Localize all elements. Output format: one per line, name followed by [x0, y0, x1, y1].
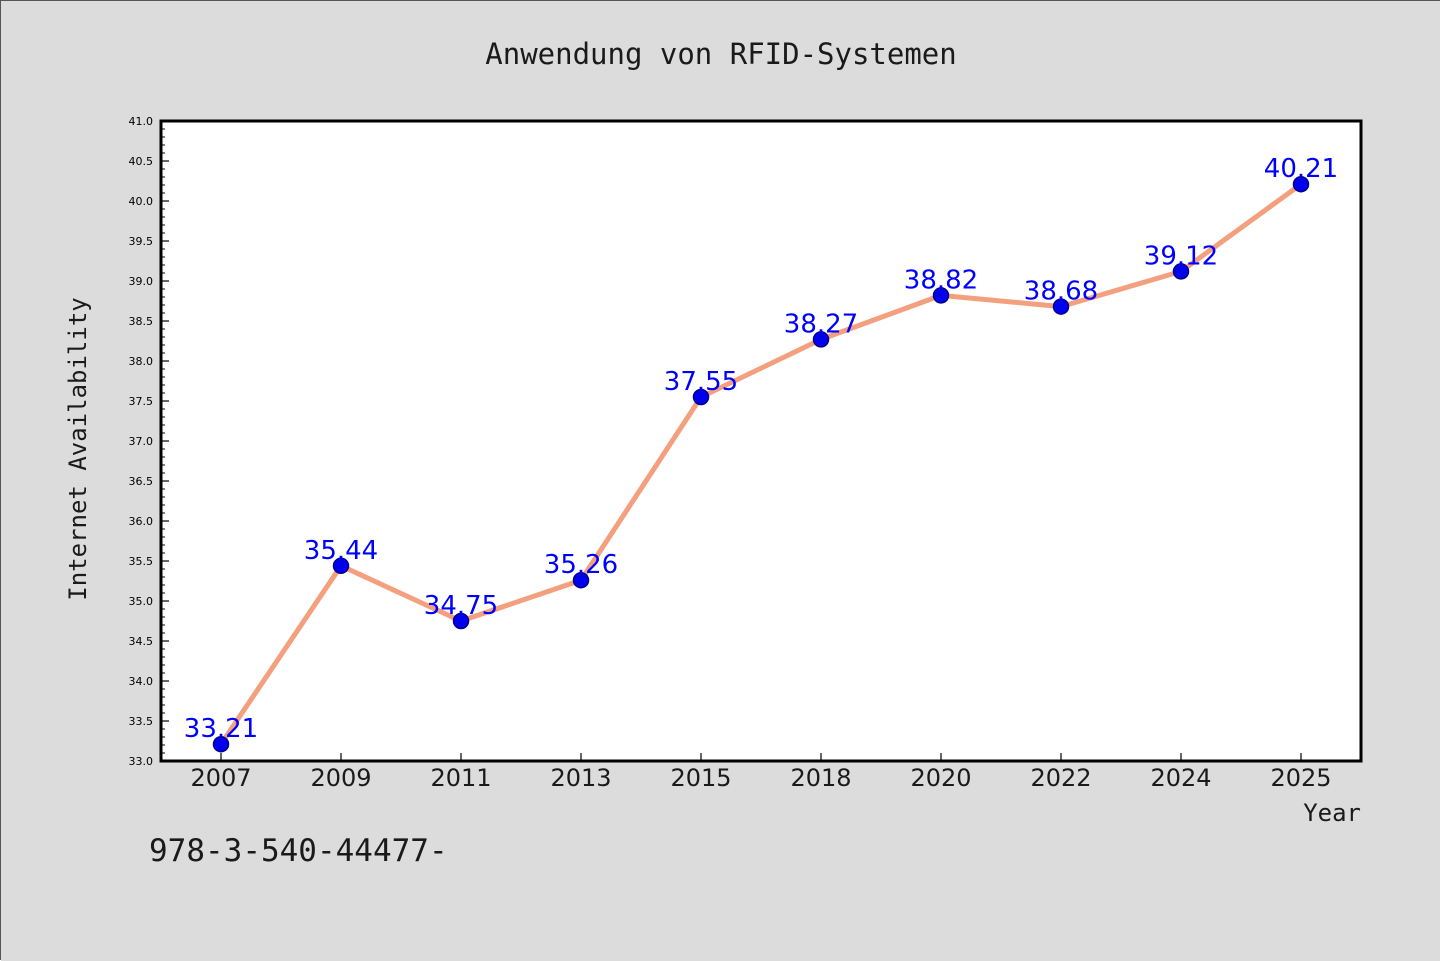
data-point-marker	[452, 612, 470, 630]
data-point-marker	[1172, 263, 1190, 280]
y-tick-label: 39.5	[129, 235, 154, 248]
y-tick-label: 34.5	[129, 635, 154, 648]
x-tick-label: 2007	[190, 764, 251, 792]
x-tick-label: 2025	[1270, 764, 1331, 792]
x-axis-label: Year	[1303, 799, 1361, 827]
data-point-marker	[212, 735, 230, 753]
data-label: 35.44	[304, 536, 378, 566]
x-tick-label: 2024	[1150, 764, 1211, 792]
y-tick-label: 36.0	[129, 515, 154, 528]
data-label: 34.75	[424, 591, 498, 621]
y-tick-label: 38.5	[129, 315, 154, 328]
data-point-marker	[932, 287, 950, 304]
plot-frame	[159, 119, 1363, 763]
y-tick-label: 35.5	[129, 555, 154, 568]
y-tick-label: 37.5	[129, 395, 154, 408]
series-line	[218, 181, 1304, 747]
data-point-marker	[692, 388, 710, 406]
x-axis-ticks: 2007 2009 2011 2013 2015 2018 2020 2022 2024 2025	[190, 753, 1332, 792]
data-point-marker	[332, 557, 350, 575]
x-tick-label: 2009	[310, 764, 371, 792]
y-tick-label: 33.5	[129, 715, 154, 728]
y-tick-label: 40.0	[129, 195, 154, 208]
y-tick-label: 38.0	[129, 355, 154, 368]
data-point-marker	[1052, 298, 1070, 315]
y-tick-label: 39.0	[129, 275, 154, 288]
data-point-marker	[812, 331, 830, 348]
y-tick-label: 37.0	[129, 435, 154, 448]
data-label: 37.55	[664, 367, 738, 397]
x-tick-label: 2020	[910, 764, 971, 792]
y-axis-label: Internet Availability	[64, 297, 92, 600]
data-point-marker	[572, 571, 590, 589]
x-tick-label: 2011	[430, 764, 491, 792]
data-label: 40.21	[1264, 154, 1338, 184]
y-tick-label: 34.0	[129, 675, 154, 688]
plot-area	[161, 121, 1361, 761]
data-point-marker	[1292, 175, 1310, 193]
y-tick-label: 36.5	[129, 475, 154, 488]
y-axis-ticks: 33.0 33.5 34.0 34.5 35.0 35.5 36.0 36.5 37.0 37.5…	[129, 115, 169, 768]
y-tick-label: 41.0	[129, 115, 154, 128]
x-tick-label: 2015	[670, 764, 731, 792]
x-tick-label: 2022	[1030, 764, 1091, 792]
footer-code: 978-3-540-44477-	[149, 833, 448, 869]
x-tick-label: 2013	[550, 764, 611, 792]
data-label: 38.82	[904, 265, 978, 295]
y-tick-label: 40.5	[129, 155, 154, 168]
y-tick-label: 35.0	[129, 595, 154, 608]
data-label: 38.68	[1024, 277, 1098, 307]
data-label: 35.26	[544, 550, 618, 580]
series-markers	[212, 175, 1310, 753]
chart-title: Anwendung von RFID-Systemen	[485, 37, 956, 71]
x-tick-label: 2018	[790, 764, 851, 792]
data-label: 39.12	[1144, 241, 1218, 271]
data-label: 33.21	[184, 714, 258, 744]
data-labels: 33.21 35.44 34.75 35.26 37.55 38.27 38.82 38.68…	[184, 154, 1338, 744]
data-label: 38.27	[784, 309, 858, 339]
y-tick-label: 33.0	[129, 755, 154, 768]
